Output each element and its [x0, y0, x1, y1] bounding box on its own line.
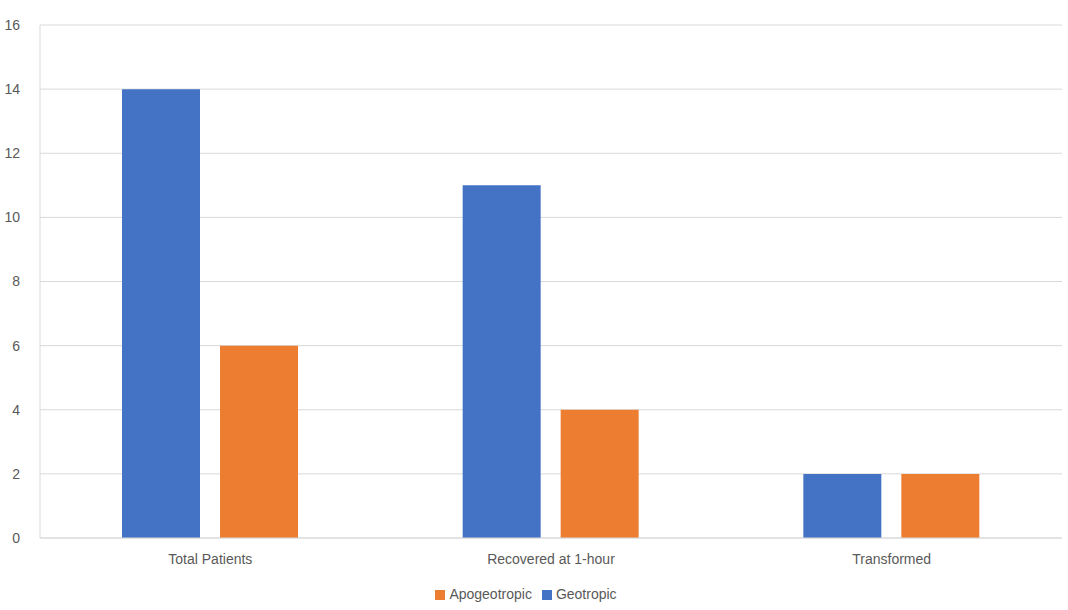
svg-text:12: 12 — [8, 145, 20, 161]
svg-text:Total Patients: Total Patients — [168, 551, 252, 567]
svg-text:2: 2 — [12, 466, 20, 482]
html-text:Apogeotropic: Apogeotropic — [449, 586, 532, 602]
svg-text:0: 0 — [12, 530, 20, 546]
svg-text:10: 10 — [8, 209, 20, 225]
svg-text:14: 14 — [8, 81, 20, 97]
html-text:Geotropic: Geotropic — [555, 586, 617, 602]
svg-text:16: 16 — [8, 17, 20, 33]
svg-text:6: 6 — [12, 338, 20, 354]
svg-text:Transformed: Transformed — [852, 551, 931, 567]
svg-text:4: 4 — [12, 402, 20, 418]
svg-text:8: 8 — [12, 273, 20, 289]
svg-text:Recovered at 1-hour: Recovered at 1-hour — [487, 551, 615, 567]
